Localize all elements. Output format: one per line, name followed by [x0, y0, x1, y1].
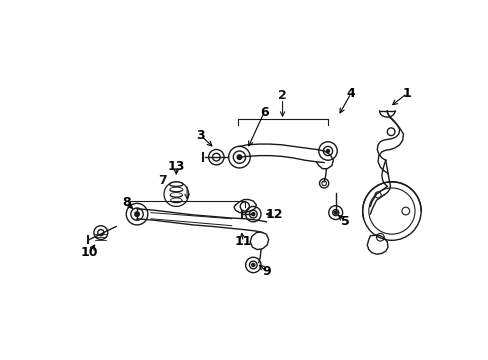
- Text: 11: 11: [234, 235, 251, 248]
- Text: 6: 6: [259, 106, 268, 119]
- Circle shape: [333, 211, 337, 214]
- Text: 13: 13: [167, 160, 184, 173]
- Text: 2: 2: [278, 89, 286, 102]
- Text: 9: 9: [262, 265, 270, 278]
- Text: 10: 10: [81, 246, 98, 259]
- Text: 12: 12: [265, 208, 282, 221]
- Text: 4: 4: [346, 87, 355, 100]
- Circle shape: [237, 155, 241, 159]
- Text: 5: 5: [341, 215, 349, 228]
- Text: 1: 1: [402, 87, 411, 100]
- Circle shape: [135, 212, 139, 216]
- Text: 7: 7: [158, 174, 166, 187]
- Circle shape: [251, 213, 254, 216]
- Circle shape: [326, 149, 329, 153]
- Text: 3: 3: [196, 129, 205, 142]
- Circle shape: [251, 264, 254, 266]
- Text: 8: 8: [122, 196, 130, 209]
